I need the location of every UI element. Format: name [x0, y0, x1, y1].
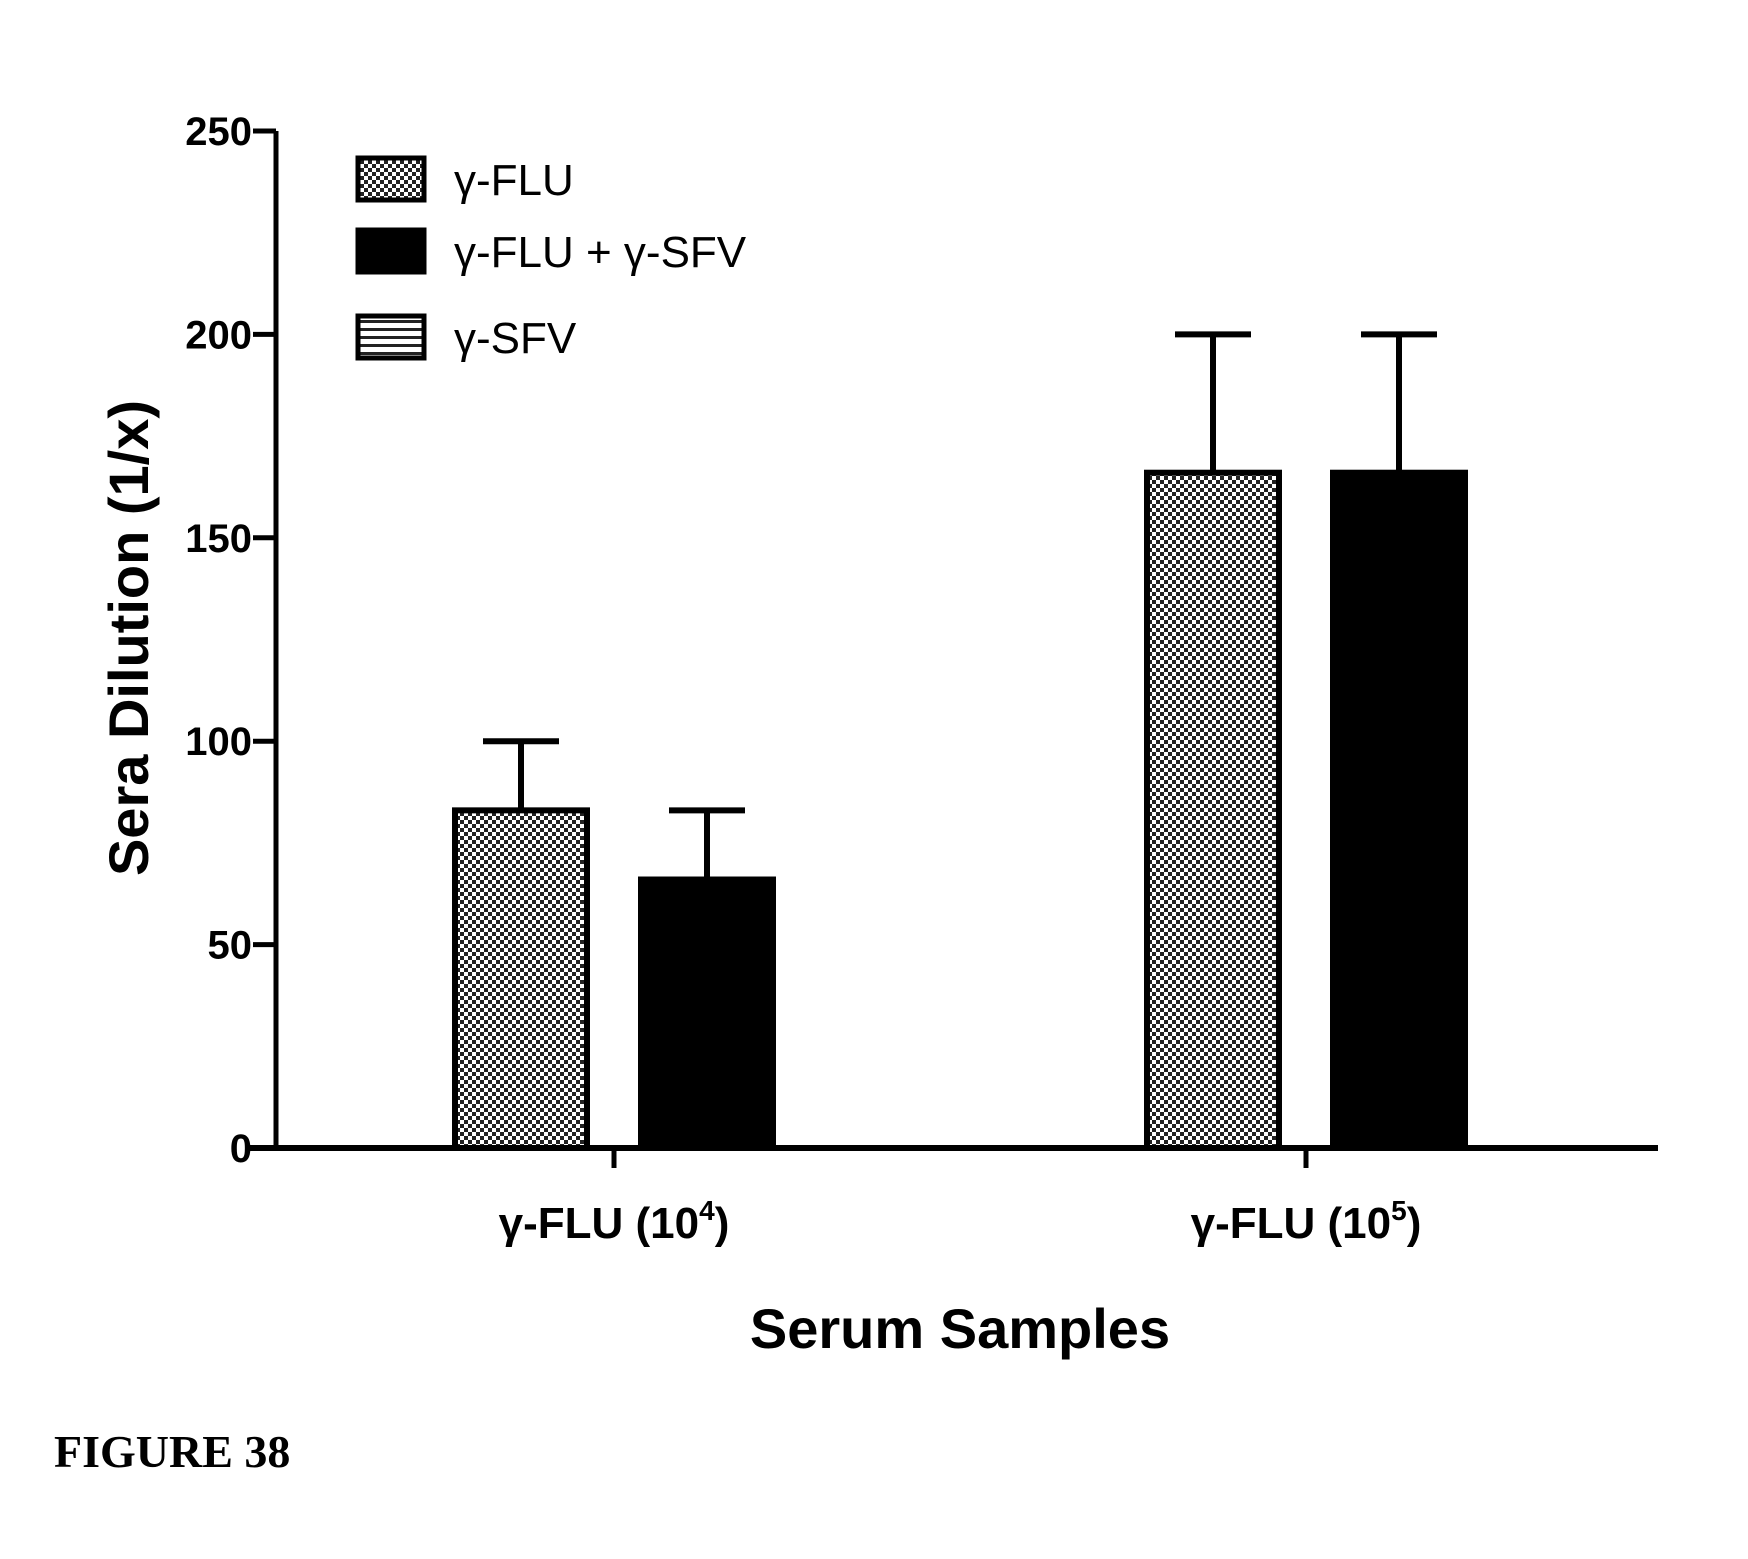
- y-tick-label: 250: [185, 110, 252, 154]
- bar: [1333, 473, 1465, 1148]
- y-tick-label: 0: [230, 1127, 252, 1171]
- y-tick-label: 100: [185, 720, 252, 764]
- legend-swatch: [358, 158, 424, 200]
- bar: [1147, 473, 1279, 1148]
- bars: [455, 334, 1465, 1148]
- bar: [455, 810, 587, 1148]
- x-tick-label: γ-FLU (105): [1191, 1195, 1422, 1248]
- x-axis-title: Serum Samples: [750, 1297, 1170, 1360]
- y-tick-label: 200: [185, 313, 252, 357]
- legend-swatch: [358, 230, 424, 272]
- bar: [641, 880, 773, 1148]
- x-tick-label: γ-FLU (104): [499, 1195, 730, 1248]
- legend-label: γ-FLU: [454, 156, 574, 205]
- legend-swatch: [358, 316, 424, 358]
- legend-label: γ-FLU + γ-SFV: [454, 228, 747, 277]
- legend: γ-FLU γ-FLU + γ-SFV γ-SFV: [358, 156, 747, 363]
- legend-label: γ-SFV: [454, 314, 577, 363]
- y-axis-title: Sera Dilution (1/x): [97, 400, 160, 876]
- figure-caption: FIGURE 38: [54, 1425, 290, 1478]
- y-tick-label: 50: [208, 924, 253, 968]
- y-tick-label: 150: [185, 517, 252, 561]
